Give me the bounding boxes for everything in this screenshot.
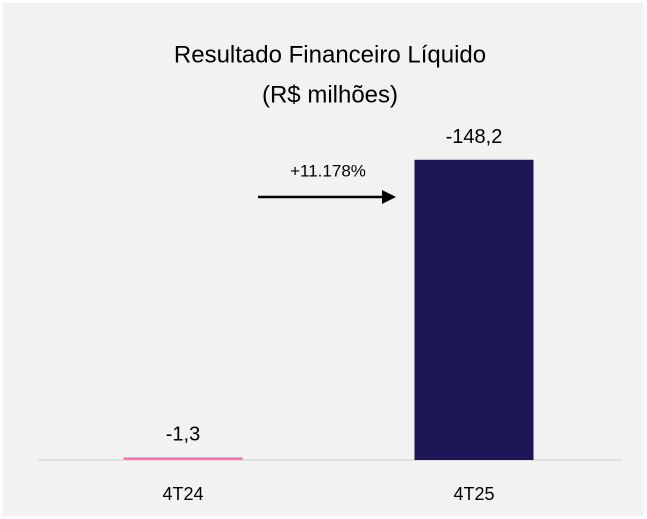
- chart-subtitle: (R$ milhões): [262, 81, 398, 108]
- annotation: +11.178%: [290, 161, 366, 180]
- x-tick-label: 4T25: [453, 484, 494, 504]
- x-tick-label: 4T24: [162, 484, 203, 504]
- chart-title: Resultado Financeiro Líquido: [174, 41, 486, 68]
- bar: [414, 159, 534, 460]
- chart-background: [3, 3, 644, 516]
- data-label: -148,2: [446, 126, 503, 148]
- bar: [123, 457, 243, 460]
- data-label: -1,3: [166, 424, 200, 446]
- arrow-head: [382, 190, 396, 204]
